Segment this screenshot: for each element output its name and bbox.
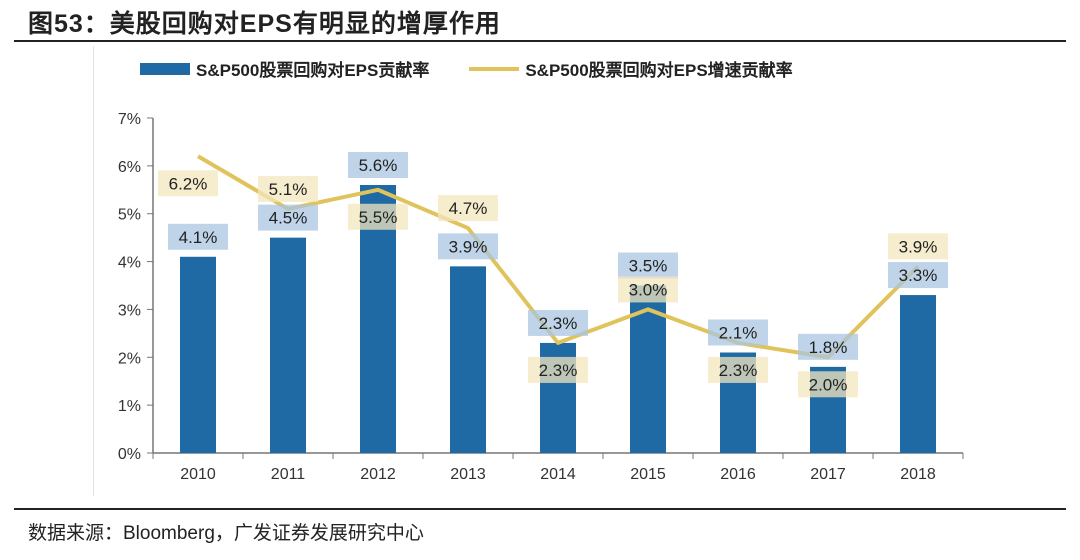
bar-2010 [180, 256, 216, 453]
y-tick-label: 6% [118, 159, 141, 176]
bar-data-label: 5.6% [359, 156, 398, 175]
line-data-label-bg [438, 195, 498, 222]
x-tick-label: 2015 [630, 466, 666, 483]
line-data-label: 3.0% [629, 280, 668, 299]
x-tick-label: 2012 [360, 466, 396, 483]
x-tick-label: 2016 [720, 466, 756, 483]
line-data-label-bg [888, 233, 948, 260]
bar-data-label: 1.8% [809, 338, 848, 357]
legend-label-bar: S&P500股票回购对EPS贡献率 [196, 61, 430, 80]
line-data-label: 6.2% [169, 174, 208, 193]
source-rule [14, 508, 1066, 510]
x-tick-label: 2011 [271, 466, 306, 483]
legend-label-line: S&P500股票回购对EPS增速贡献率 [525, 61, 793, 80]
bar-2013 [450, 266, 486, 453]
bar-data-label-bg [528, 309, 588, 336]
bar-data-label: 4.5% [269, 209, 308, 228]
legend-swatch-bar [140, 62, 190, 75]
bar-2011 [270, 237, 306, 453]
y-tick-label: 7% [118, 111, 141, 128]
bar-data-label: 2.1% [719, 324, 758, 343]
x-tick-label: 2014 [540, 466, 576, 483]
line-data-label-bg [618, 276, 678, 303]
bar-data-label-bg [888, 262, 948, 289]
bar-data-label: 3.3% [899, 266, 938, 285]
y-tick-label: 0% [118, 446, 141, 463]
legend: S&P500股票回购对EPS贡献率 S&P500股票回购对EPS增速贡献率 [140, 56, 833, 81]
bar-data-label-bg [348, 152, 408, 178]
bar-data-label: 4.1% [179, 228, 218, 247]
line-data-label: 2.3% [539, 361, 578, 380]
bar-data-label: 2.3% [539, 314, 578, 333]
x-tick-label: 2017 [810, 466, 846, 483]
line-data-label-bg [798, 371, 858, 398]
bar-data-label-bg [618, 252, 678, 279]
x-tick-label: 2013 [450, 466, 486, 483]
bar-data-label: 3.9% [449, 237, 488, 256]
bar-data-label-bg [258, 204, 318, 231]
bar-data-label-bg [438, 233, 498, 260]
line-data-label-bg [528, 356, 588, 383]
y-tick-label: 1% [118, 398, 141, 415]
bar-data-label: 3.5% [629, 257, 668, 276]
bar-data-label-bg [708, 319, 768, 346]
line-data-label: 2.0% [809, 375, 848, 394]
line-data-label: 4.7% [449, 199, 488, 218]
line-data-label-bg [158, 170, 218, 197]
figure-title: 图53：美股回购对EPS有明显的增厚作用 [28, 10, 501, 38]
line-data-label-bg [258, 175, 318, 202]
y-tick-label: 4% [118, 255, 141, 272]
source-note: 数据来源：Bloomberg，广发证券发展研究中心 [28, 523, 424, 544]
chart-frame-line [93, 46, 94, 496]
line-data-label: 5.1% [269, 180, 308, 199]
line-data-label: 5.5% [359, 208, 398, 227]
line-data-label-bg [348, 203, 408, 230]
line-data-label: 2.3% [719, 361, 758, 380]
title-rule [14, 40, 1066, 42]
bar-data-label-bg [798, 333, 858, 360]
legend-item-line: S&P500股票回购对EPS增速贡献率 [469, 56, 793, 81]
legend-item-bar: S&P500股票回购对EPS贡献率 [140, 56, 429, 81]
y-tick-label: 3% [118, 302, 141, 319]
bar-data-label-bg [168, 223, 228, 250]
line-data-label-bg [708, 356, 768, 383]
x-tick-label: 2018 [900, 466, 936, 483]
legend-swatch-line [469, 66, 520, 71]
y-tick-label: 5% [118, 207, 141, 224]
line-data-label: 3.9% [899, 237, 938, 256]
bar-2018 [900, 295, 936, 453]
x-tick-label: 2010 [180, 466, 216, 483]
y-tick-label: 2% [118, 350, 141, 367]
